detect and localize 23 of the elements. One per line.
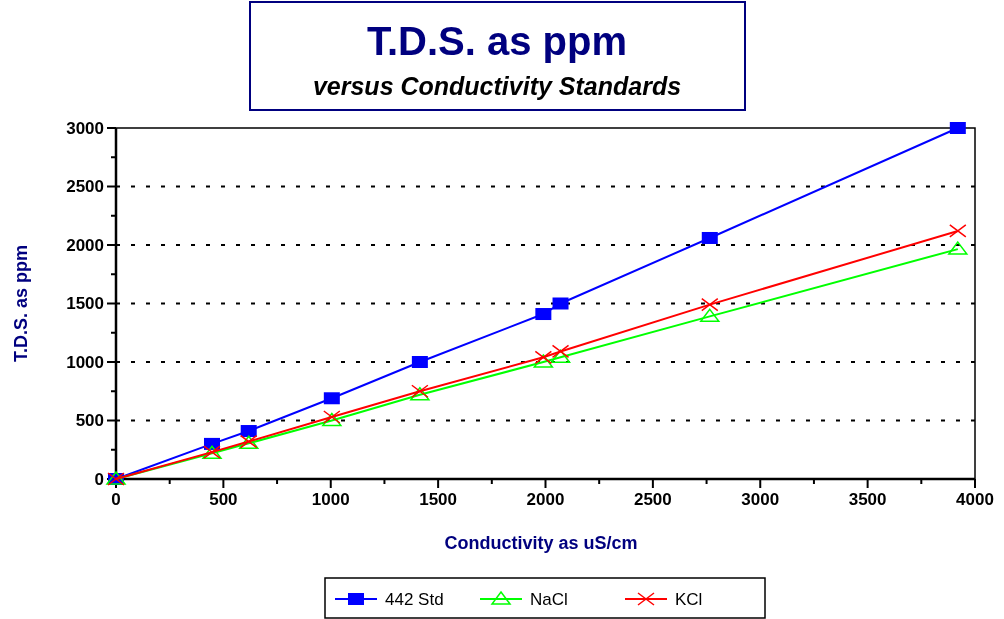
chart-title: T.D.S. as ppm	[366, 19, 628, 63]
y-tick-label: 500	[75, 411, 104, 431]
x-tick-label: 3500	[848, 490, 887, 509]
x-tick-label: 3000	[741, 490, 780, 509]
x-tick-label: 1000	[311, 490, 350, 509]
y-tick-label: 1000	[66, 352, 104, 372]
x-tick-label: 0	[111, 490, 121, 509]
x-tick-label: 500	[209, 490, 238, 509]
y-tick-label: 2500	[66, 177, 104, 197]
y-tick-label: 3000	[66, 118, 104, 138]
x-axis-title: Conductivity as uS/cm	[444, 533, 638, 553]
x-tick-label: 4000	[956, 490, 994, 509]
legend-label: KCl	[675, 589, 703, 609]
x-tick-label: 2000	[526, 490, 565, 509]
y-tick-label: 1500	[66, 294, 104, 314]
x-tick-label: 2500	[633, 490, 672, 509]
legend-label: 442 Std	[385, 589, 444, 609]
y-axis-title: T.D.S. as ppm	[11, 244, 31, 363]
y-tick-label: 2000	[66, 235, 104, 255]
x-tick-label: 1500	[419, 490, 458, 509]
legend-label: NaCl	[530, 589, 568, 609]
chart-subtitle: versus Conductivity Standards	[312, 72, 682, 100]
y-tick-label: 0	[94, 469, 104, 489]
